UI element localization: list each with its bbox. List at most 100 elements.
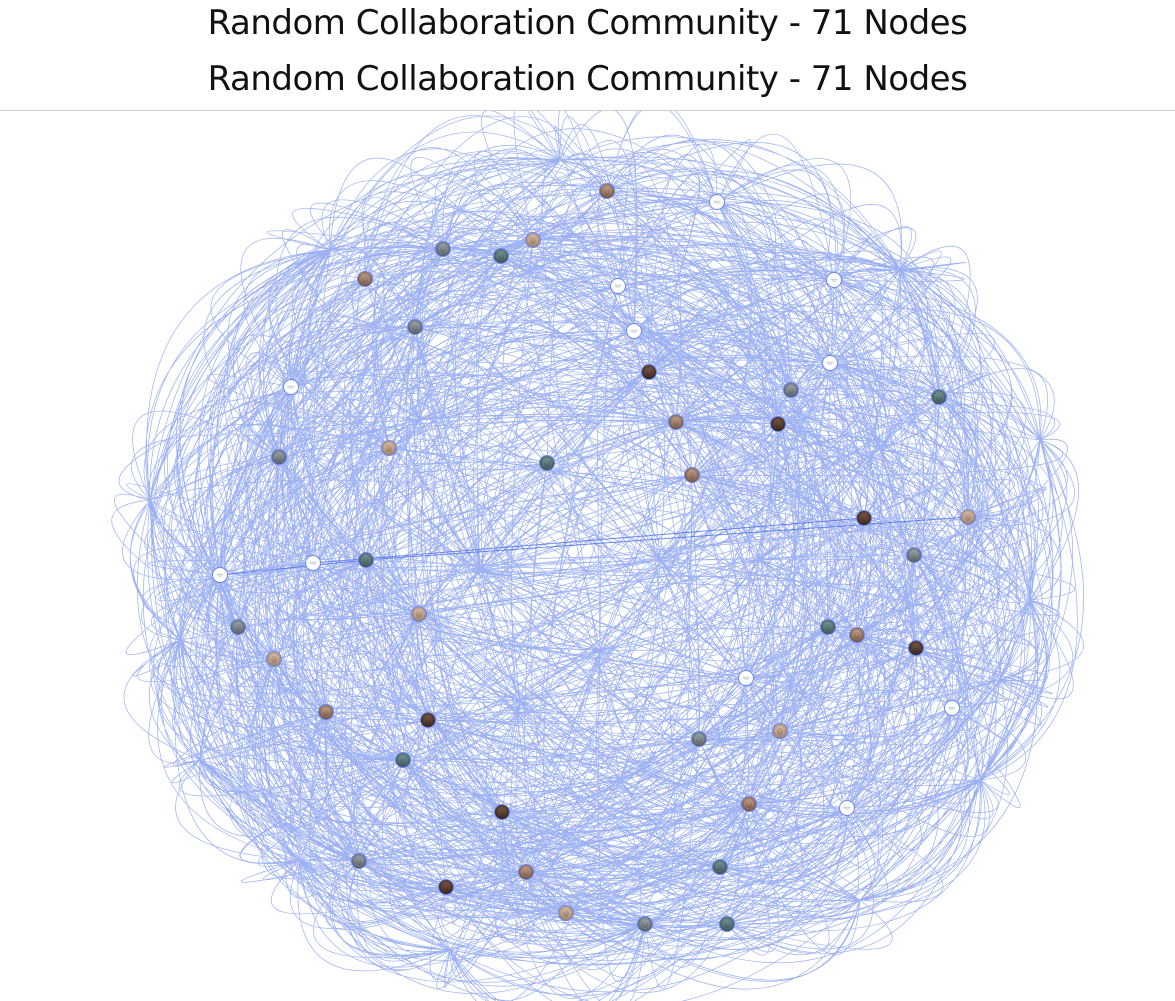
person-node[interactable] bbox=[712, 859, 728, 875]
avatar-face-shape bbox=[936, 393, 942, 402]
avatar-photo-icon bbox=[494, 804, 510, 820]
edge-layer bbox=[111, 111, 1084, 1001]
avatar-photo-icon bbox=[719, 916, 735, 932]
person-node[interactable] bbox=[351, 853, 367, 869]
person-node[interactable] bbox=[668, 414, 684, 430]
person-node[interactable] bbox=[395, 752, 411, 768]
person-node[interactable] bbox=[558, 905, 574, 921]
person-node[interactable] bbox=[230, 619, 246, 635]
avatar-face-shape bbox=[530, 236, 536, 245]
placeholder-node[interactable] bbox=[283, 379, 299, 395]
person-node[interactable] bbox=[719, 916, 735, 932]
empty-avatar-icon bbox=[709, 194, 725, 210]
collaboration-edges bbox=[111, 111, 1084, 1001]
person-node[interactable] bbox=[266, 651, 282, 667]
placeholder-node[interactable] bbox=[709, 194, 725, 210]
avatar-photo-icon bbox=[783, 382, 799, 398]
placeholder-node[interactable] bbox=[822, 355, 838, 371]
avatar-face-shape bbox=[425, 716, 431, 725]
placeholder-node[interactable] bbox=[826, 272, 842, 288]
avatar-face-shape bbox=[563, 909, 569, 918]
avatar-photo-icon bbox=[691, 731, 707, 747]
avatar-face-shape bbox=[523, 868, 529, 877]
person-node[interactable] bbox=[435, 241, 451, 257]
avatar-photo-icon bbox=[318, 704, 334, 720]
network-graph-canvas[interactable] bbox=[0, 111, 1175, 1001]
avatar-photo-icon bbox=[358, 552, 374, 568]
person-node[interactable] bbox=[906, 547, 922, 563]
placeholder-node[interactable] bbox=[944, 700, 960, 716]
avatar-face-shape bbox=[689, 471, 695, 480]
person-node[interactable] bbox=[271, 449, 287, 465]
avatar-face-shape bbox=[498, 252, 504, 261]
person-node[interactable] bbox=[539, 455, 555, 471]
avatar-face-shape bbox=[717, 863, 723, 872]
person-node[interactable] bbox=[525, 232, 541, 248]
node-layer bbox=[212, 183, 976, 932]
person-node[interactable] bbox=[357, 271, 373, 287]
avatar-photo-icon bbox=[599, 183, 615, 199]
person-node[interactable] bbox=[518, 864, 534, 880]
avatar-face-shape bbox=[642, 920, 648, 929]
person-node[interactable] bbox=[931, 389, 947, 405]
person-node[interactable] bbox=[493, 248, 509, 264]
avatar-face-shape bbox=[440, 245, 446, 254]
avatar-photo-icon bbox=[266, 651, 282, 667]
avatar-photo-icon bbox=[908, 640, 924, 656]
placeholder-node[interactable] bbox=[610, 278, 626, 294]
person-node[interactable] bbox=[908, 640, 924, 656]
person-node[interactable] bbox=[494, 804, 510, 820]
empty-avatar-icon bbox=[212, 567, 228, 583]
avatar-face-shape bbox=[696, 735, 702, 744]
avatar-photo-icon bbox=[518, 864, 534, 880]
avatar-photo-icon bbox=[407, 319, 423, 335]
header-bar: Random Collaboration Community - 71 Node… bbox=[0, 0, 1175, 111]
empty-avatar-icon bbox=[283, 379, 299, 395]
avatar-photo-icon bbox=[493, 248, 509, 264]
avatar-photo-icon bbox=[381, 440, 397, 456]
person-node[interactable] bbox=[770, 416, 786, 432]
person-node[interactable] bbox=[407, 319, 423, 335]
person-node[interactable] bbox=[420, 712, 436, 728]
empty-avatar-icon bbox=[305, 555, 321, 571]
avatar-photo-icon bbox=[411, 606, 427, 622]
avatar-face-shape bbox=[356, 857, 362, 866]
page-title-repeat: Random Collaboration Community - 71 Node… bbox=[207, 59, 968, 99]
person-node[interactable] bbox=[783, 382, 799, 398]
person-node[interactable] bbox=[849, 627, 865, 643]
person-node[interactable] bbox=[741, 796, 757, 812]
person-node[interactable] bbox=[438, 879, 454, 895]
avatar-face-shape bbox=[386, 444, 392, 453]
avatar-photo-icon bbox=[641, 364, 657, 380]
avatar-face-shape bbox=[965, 513, 971, 522]
avatar-photo-icon bbox=[525, 232, 541, 248]
avatar-photo-icon bbox=[770, 416, 786, 432]
person-node[interactable] bbox=[641, 364, 657, 380]
person-node[interactable] bbox=[599, 183, 615, 199]
person-node[interactable] bbox=[411, 606, 427, 622]
person-node[interactable] bbox=[318, 704, 334, 720]
person-node[interactable] bbox=[820, 619, 836, 635]
empty-avatar-icon bbox=[822, 355, 838, 371]
placeholder-node[interactable] bbox=[839, 800, 855, 816]
person-node[interactable] bbox=[772, 723, 788, 739]
avatar-photo-icon bbox=[741, 796, 757, 812]
avatar-photo-icon bbox=[849, 627, 865, 643]
person-node[interactable] bbox=[381, 440, 397, 456]
person-node[interactable] bbox=[637, 916, 653, 932]
avatar-face-shape bbox=[854, 631, 860, 640]
empty-avatar-icon bbox=[826, 272, 842, 288]
person-node[interactable] bbox=[856, 510, 872, 526]
placeholder-node[interactable] bbox=[212, 567, 228, 583]
person-node[interactable] bbox=[358, 552, 374, 568]
placeholder-node[interactable] bbox=[626, 323, 642, 339]
avatar-face-shape bbox=[775, 420, 781, 429]
avatar-face-shape bbox=[235, 623, 241, 632]
placeholder-node[interactable] bbox=[738, 670, 754, 686]
person-node[interactable] bbox=[691, 731, 707, 747]
network-graph[interactable] bbox=[0, 111, 1175, 1001]
person-node[interactable] bbox=[960, 509, 976, 525]
placeholder-node[interactable] bbox=[305, 555, 321, 571]
avatar-face-shape bbox=[673, 418, 679, 427]
person-node[interactable] bbox=[684, 467, 700, 483]
